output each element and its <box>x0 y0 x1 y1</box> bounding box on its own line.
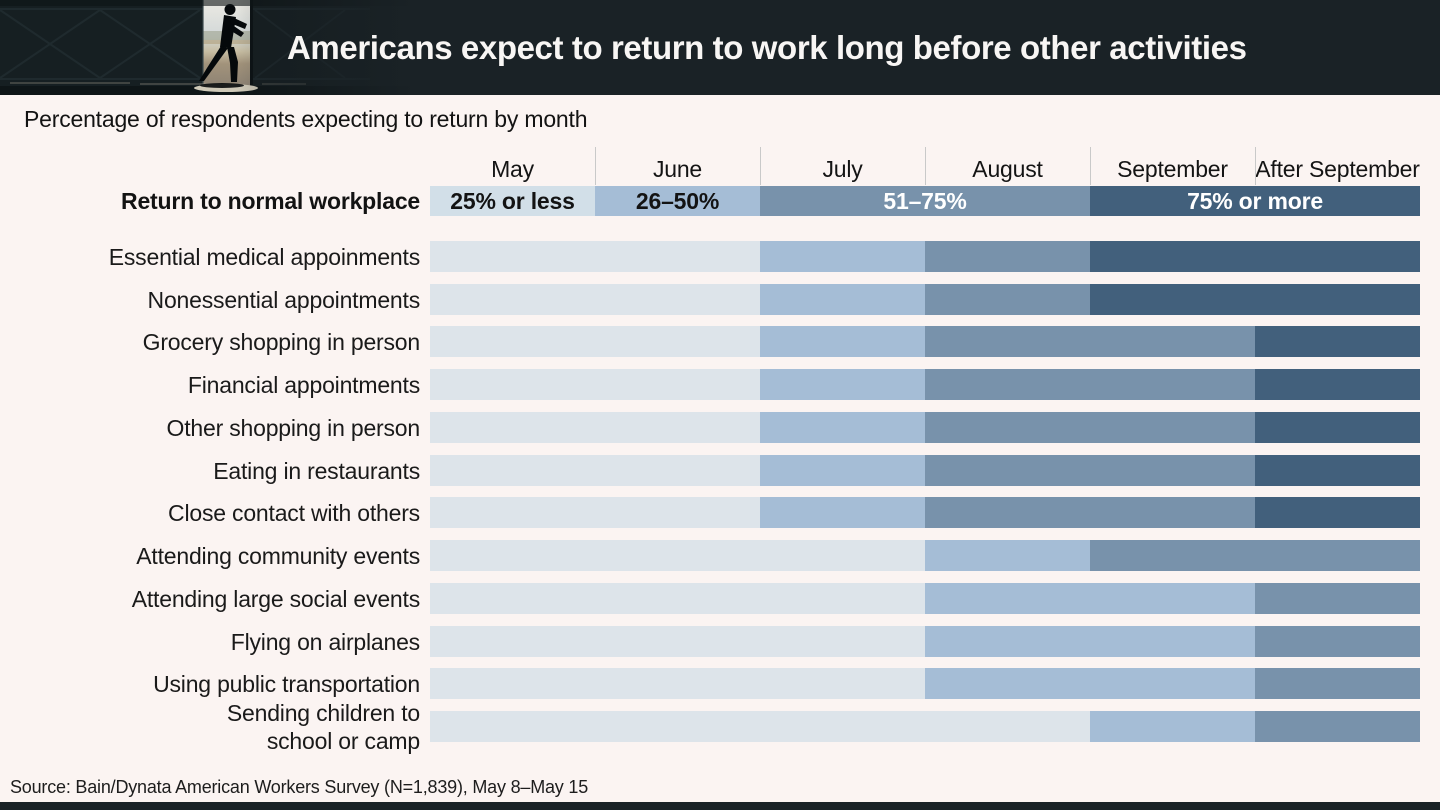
row-label: Grocery shopping in person <box>142 328 421 355</box>
bar-segment <box>1255 412 1420 443</box>
bar-segment <box>925 497 1255 528</box>
bar-segment <box>760 412 925 443</box>
bar-segment <box>1090 540 1420 571</box>
bar-segment <box>925 583 1255 614</box>
bar-segment <box>925 326 1255 357</box>
bar-segment <box>760 326 925 357</box>
column-header: May <box>430 122 595 182</box>
row-label: Sending children to school or camp <box>0 700 420 754</box>
bar-segment <box>760 455 925 486</box>
bar-segment <box>1255 583 1420 614</box>
column-header-label: June <box>652 156 703 182</box>
column-header: August <box>925 122 1090 182</box>
bar-segment <box>430 668 925 699</box>
bar-segment <box>430 241 760 272</box>
row-label: Financial appointments <box>187 371 420 398</box>
bar-segment <box>430 626 925 657</box>
page-title: Americans expect to return to work long … <box>287 28 1247 66</box>
column-header-label: September <box>1117 156 1228 182</box>
column-header: After September <box>1255 122 1420 182</box>
row-label: Attending large social events <box>131 585 420 612</box>
bar-segment <box>430 583 925 614</box>
row-label: Essential medical appoinments <box>108 243 420 270</box>
legend-segment: 26–50% <box>595 186 760 216</box>
bar-segment <box>1255 455 1420 486</box>
legend-segment: 25% or less <box>430 186 595 216</box>
column-header: September <box>1090 122 1255 182</box>
legend-segment: 51–75% <box>760 186 1090 216</box>
source-note: Source: Bain/Dynata American Workers Sur… <box>10 777 589 797</box>
bar-segment <box>430 497 760 528</box>
bar-segment <box>1255 326 1420 357</box>
column-header-label: May <box>491 156 534 182</box>
bottom-bar <box>0 802 1440 810</box>
row-label: Nonessential appointments <box>147 286 421 313</box>
bar-segment <box>925 412 1255 443</box>
bar-segment <box>1255 497 1420 528</box>
header-tick <box>595 147 596 185</box>
bar-segment <box>925 626 1255 657</box>
row-label: Close contact with others <box>168 499 420 526</box>
row-label: Using public transportation <box>153 670 420 697</box>
header-tick <box>760 147 761 185</box>
row-label-text: Sending children to school or camp <box>226 699 420 754</box>
column-header: June <box>595 122 760 182</box>
bar-segment <box>1255 626 1420 657</box>
row-label: Flying on airplanes <box>230 628 420 655</box>
bar-segment <box>760 497 925 528</box>
bar-segment <box>760 284 925 315</box>
bar-segment <box>430 369 760 400</box>
row-label: Other shopping in person <box>166 414 421 441</box>
bar-segment <box>760 241 925 272</box>
hangar-door-photo <box>0 0 430 95</box>
bar-segment <box>1255 711 1420 742</box>
bar-segment <box>430 711 1090 742</box>
legend-segment: 75% or more <box>1090 186 1420 216</box>
column-header-label: July <box>822 156 863 182</box>
bar-segment <box>925 284 1090 315</box>
bar-segment <box>760 369 925 400</box>
bar-segment <box>430 412 760 443</box>
bar-segment <box>1090 711 1255 742</box>
row-label: Attending community events <box>136 542 420 569</box>
header-tick <box>1255 147 1256 185</box>
bar-segment <box>925 369 1255 400</box>
column-header: July <box>760 122 925 182</box>
bar-segment <box>925 241 1090 272</box>
bar-segment <box>925 668 1255 699</box>
row-label: Eating in restaurants <box>213 457 420 484</box>
bar-segment <box>430 326 760 357</box>
bar-segment <box>925 540 1090 571</box>
legend-row-label: Return to normal workplace <box>121 187 420 214</box>
header-banner: Americans expect to return to work long … <box>0 0 1440 95</box>
bar-segment <box>1255 668 1420 699</box>
header-tick <box>1090 147 1091 185</box>
bar-segment <box>430 455 760 486</box>
column-header-label: After September <box>1255 156 1420 182</box>
bar-segment <box>430 284 760 315</box>
column-header-label: August <box>972 156 1043 182</box>
header-tick <box>925 147 926 185</box>
bar-segment <box>1090 284 1420 315</box>
chart-subtitle: Percentage of respondents expecting to r… <box>24 106 588 132</box>
bar-segment <box>1090 241 1420 272</box>
bar-segment <box>1255 369 1420 400</box>
bar-segment <box>430 540 925 571</box>
bar-segment <box>925 455 1255 486</box>
